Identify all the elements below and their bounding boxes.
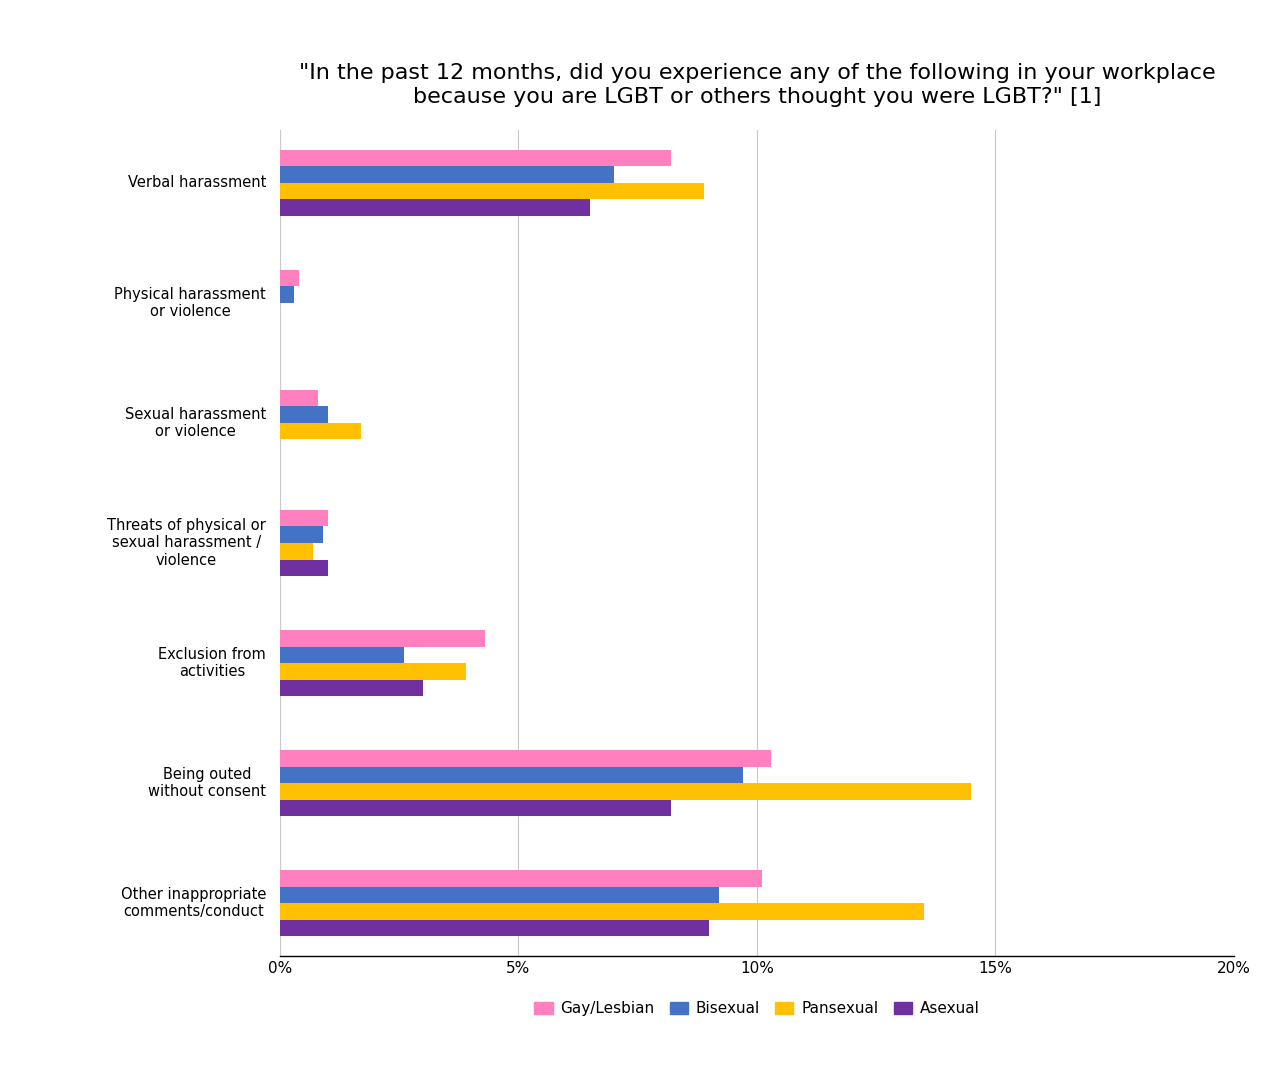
- Bar: [280, 920, 710, 936]
- Bar: [280, 422, 361, 440]
- Bar: [280, 750, 771, 767]
- Bar: [280, 783, 972, 799]
- Bar: [280, 646, 404, 664]
- Bar: [280, 182, 705, 200]
- Title: "In the past 12 months, did you experience any of the following in your workplac: "In the past 12 months, did you experien…: [299, 63, 1215, 106]
- Bar: [280, 767, 743, 783]
- Bar: [280, 630, 485, 646]
- Bar: [280, 543, 313, 559]
- Bar: [280, 406, 328, 422]
- Bar: [280, 904, 923, 920]
- Bar: [280, 559, 328, 576]
- Bar: [280, 527, 323, 543]
- Bar: [280, 200, 590, 216]
- Bar: [280, 390, 318, 406]
- Bar: [280, 166, 614, 182]
- Bar: [280, 680, 422, 696]
- Bar: [280, 510, 328, 527]
- Bar: [280, 287, 294, 303]
- Bar: [280, 150, 672, 166]
- Bar: [280, 664, 466, 680]
- Legend: Gay/Lesbian, Bisexual, Pansexual, Asexual: Gay/Lesbian, Bisexual, Pansexual, Asexua…: [528, 995, 986, 1022]
- Bar: [280, 270, 299, 287]
- Bar: [280, 799, 672, 816]
- Bar: [280, 886, 719, 904]
- Bar: [280, 870, 762, 886]
